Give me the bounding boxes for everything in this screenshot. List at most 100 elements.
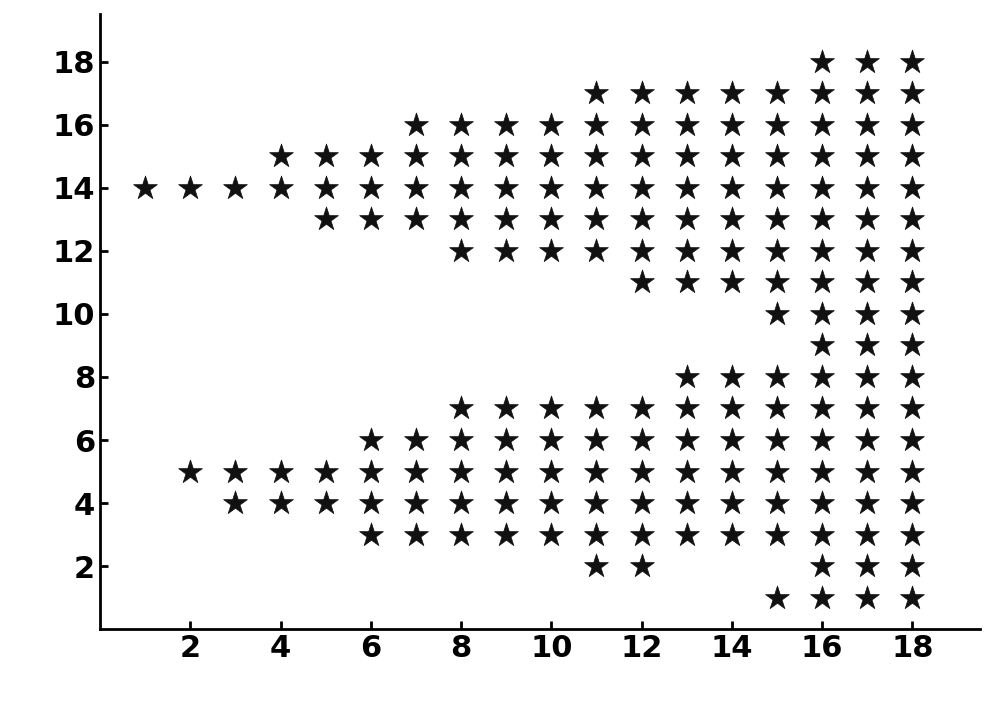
Point bbox=[498, 403, 514, 414]
Point bbox=[814, 403, 830, 414]
Point bbox=[543, 119, 559, 130]
Point bbox=[363, 434, 379, 445]
Point bbox=[769, 214, 785, 225]
Point bbox=[814, 277, 830, 288]
Point bbox=[814, 214, 830, 225]
Point bbox=[904, 561, 920, 572]
Point bbox=[543, 498, 559, 509]
Point bbox=[724, 434, 740, 445]
Point bbox=[859, 403, 875, 414]
Point bbox=[543, 214, 559, 225]
Point bbox=[634, 561, 650, 572]
Point bbox=[724, 150, 740, 162]
Point bbox=[724, 214, 740, 225]
Point bbox=[679, 403, 695, 414]
Point bbox=[498, 529, 514, 541]
Point bbox=[543, 434, 559, 445]
Point bbox=[498, 434, 514, 445]
Point bbox=[904, 119, 920, 130]
Point bbox=[453, 214, 469, 225]
Point bbox=[588, 150, 604, 162]
Point bbox=[904, 182, 920, 194]
Point bbox=[588, 561, 604, 572]
Point bbox=[453, 498, 469, 509]
Point bbox=[318, 182, 334, 194]
Point bbox=[408, 498, 424, 509]
Point bbox=[363, 498, 379, 509]
Point bbox=[679, 182, 695, 194]
Point bbox=[859, 498, 875, 509]
Point bbox=[408, 150, 424, 162]
Point bbox=[227, 182, 243, 194]
Point bbox=[679, 434, 695, 445]
Point bbox=[724, 529, 740, 541]
Point bbox=[453, 150, 469, 162]
Point bbox=[318, 498, 334, 509]
Point bbox=[859, 182, 875, 194]
Point bbox=[363, 465, 379, 477]
Point bbox=[679, 371, 695, 383]
Point bbox=[634, 465, 650, 477]
Point bbox=[408, 465, 424, 477]
Point bbox=[859, 561, 875, 572]
Point bbox=[543, 529, 559, 541]
Point bbox=[904, 434, 920, 445]
Point bbox=[859, 214, 875, 225]
Point bbox=[588, 465, 604, 477]
Point bbox=[137, 182, 153, 194]
Point bbox=[588, 245, 604, 257]
Point bbox=[634, 245, 650, 257]
Point bbox=[363, 150, 379, 162]
Point bbox=[769, 150, 785, 162]
Point bbox=[453, 465, 469, 477]
Point bbox=[724, 465, 740, 477]
Point bbox=[859, 308, 875, 320]
Point bbox=[588, 529, 604, 541]
Point bbox=[769, 465, 785, 477]
Point bbox=[904, 150, 920, 162]
Point bbox=[859, 245, 875, 257]
Point bbox=[724, 277, 740, 288]
Point bbox=[904, 87, 920, 99]
Point bbox=[498, 465, 514, 477]
Point bbox=[814, 371, 830, 383]
Point bbox=[273, 465, 289, 477]
Point bbox=[634, 498, 650, 509]
Point bbox=[814, 498, 830, 509]
Point bbox=[588, 214, 604, 225]
Point bbox=[904, 214, 920, 225]
Point bbox=[904, 592, 920, 603]
Point bbox=[814, 56, 830, 67]
Point bbox=[679, 245, 695, 257]
Point bbox=[859, 434, 875, 445]
Point bbox=[408, 214, 424, 225]
Point bbox=[814, 308, 830, 320]
Point bbox=[588, 119, 604, 130]
Point bbox=[724, 403, 740, 414]
Point bbox=[724, 87, 740, 99]
Point bbox=[453, 182, 469, 194]
Point bbox=[363, 182, 379, 194]
Point bbox=[408, 529, 424, 541]
Point bbox=[634, 150, 650, 162]
Point bbox=[904, 529, 920, 541]
Point bbox=[634, 529, 650, 541]
Point bbox=[588, 403, 604, 414]
Point bbox=[453, 245, 469, 257]
Point bbox=[634, 87, 650, 99]
Point bbox=[724, 182, 740, 194]
Point bbox=[679, 119, 695, 130]
Point bbox=[814, 592, 830, 603]
Point bbox=[814, 340, 830, 351]
Point bbox=[679, 277, 695, 288]
Point bbox=[814, 150, 830, 162]
Point bbox=[859, 371, 875, 383]
Point bbox=[498, 214, 514, 225]
Point bbox=[634, 403, 650, 414]
Point bbox=[859, 56, 875, 67]
Point bbox=[273, 498, 289, 509]
Point bbox=[904, 465, 920, 477]
Point bbox=[498, 498, 514, 509]
Point bbox=[859, 465, 875, 477]
Point bbox=[588, 434, 604, 445]
